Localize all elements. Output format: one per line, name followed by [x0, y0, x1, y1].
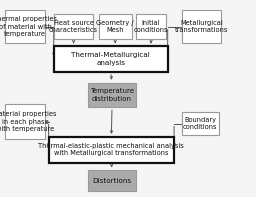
Text: Thermal-elastic-plastic mechanical analysis
with Metallurgical transformations: Thermal-elastic-plastic mechanical analy…: [38, 143, 184, 156]
Text: Metallurgical
transformations: Metallurgical transformations: [175, 20, 228, 33]
FancyBboxPatch shape: [136, 14, 166, 39]
Text: Temperature
distribution: Temperature distribution: [90, 88, 134, 102]
FancyBboxPatch shape: [88, 83, 136, 107]
Text: Distortions: Distortions: [92, 178, 132, 184]
FancyBboxPatch shape: [182, 112, 219, 135]
Text: Initial
conditions: Initial conditions: [134, 20, 168, 33]
FancyBboxPatch shape: [182, 10, 221, 43]
Text: Heat source
characteristics: Heat source characteristics: [49, 20, 98, 33]
Text: Boundary
conditions: Boundary conditions: [183, 117, 218, 130]
FancyBboxPatch shape: [5, 10, 45, 43]
Text: Thermal-Metallurgical
analysis: Thermal-Metallurgical analysis: [71, 52, 150, 66]
Text: Thermal properties
of material with
temperature: Thermal properties of material with temp…: [0, 16, 57, 37]
FancyBboxPatch shape: [54, 46, 168, 72]
FancyBboxPatch shape: [99, 14, 132, 39]
FancyBboxPatch shape: [88, 170, 136, 191]
FancyBboxPatch shape: [5, 104, 45, 139]
FancyBboxPatch shape: [54, 14, 93, 39]
Text: Material properties
in each phase
with temperature: Material properties in each phase with t…: [0, 111, 57, 132]
FancyBboxPatch shape: [49, 137, 174, 163]
Text: Geometry /
Mesh: Geometry / Mesh: [97, 20, 134, 33]
